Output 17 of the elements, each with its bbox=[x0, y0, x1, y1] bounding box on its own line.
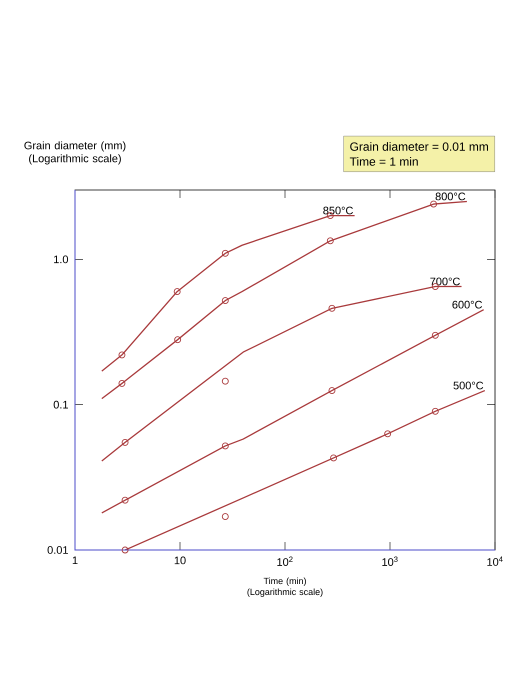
y-axis-title: Grain diameter (mm) (Logarithmic scale) bbox=[24, 141, 126, 164]
x-tick-label: 10$^{2}$ bbox=[277, 556, 293, 566]
series-label: 850°C bbox=[323, 206, 353, 214]
series-label: 500°C bbox=[453, 382, 484, 390]
x-tick-label: 1 bbox=[72, 556, 78, 564]
series-label: 600°C bbox=[452, 300, 482, 309]
x-tick-label: 10$^{4}$ bbox=[487, 556, 503, 566]
x-tick-label: 10$^{3}$ bbox=[382, 556, 398, 566]
series-label: 700°C bbox=[430, 278, 460, 286]
x-axis-title: Time (min) (Logarithmic scale) bbox=[247, 578, 323, 597]
series-label: 800°C bbox=[436, 192, 466, 200]
y-tick-label: 0.01 bbox=[48, 546, 68, 554]
text: Grain diameter = 0.01 mm bbox=[350, 142, 488, 151]
x-tick-label: 10 bbox=[174, 556, 186, 564]
y-tick-label: 1.0 bbox=[54, 255, 68, 264]
text: Time = 1 min bbox=[350, 157, 418, 166]
y-tick-label: 0.1 bbox=[54, 400, 68, 409]
